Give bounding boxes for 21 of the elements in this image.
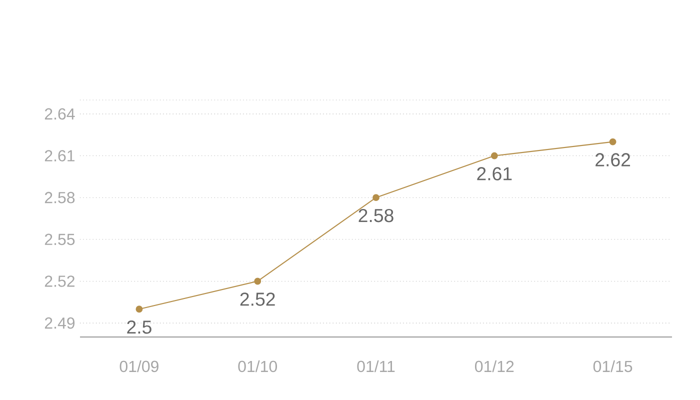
data-label: 2.61 [477,167,512,180]
data-label: 2.58 [358,208,394,222]
data-label: 2.62 [596,153,630,166]
point [372,194,380,202]
y-tick-label: 2.49 [44,317,75,329]
y-tick-label: 2.55 [44,234,75,246]
data-label: 2.5 [127,320,152,334]
point [254,278,262,285]
x-tick-label: 01/12 [475,360,514,372]
x-tick-label: 01/15 [593,360,632,372]
y-tick-label: 2.64 [44,108,75,120]
x-tick-label: 01/11 [357,360,395,372]
point [609,138,616,146]
point [490,152,498,160]
y-tick-label: 2.58 [44,192,75,204]
point [136,306,143,313]
x-tick-label: 01/09 [120,360,158,372]
y-tick-label: 2.52 [44,276,74,287]
x-tick-label: 01/10 [238,360,277,372]
data-label: 2.52 [240,292,275,306]
y-tick-label: 2.61 [44,150,75,162]
